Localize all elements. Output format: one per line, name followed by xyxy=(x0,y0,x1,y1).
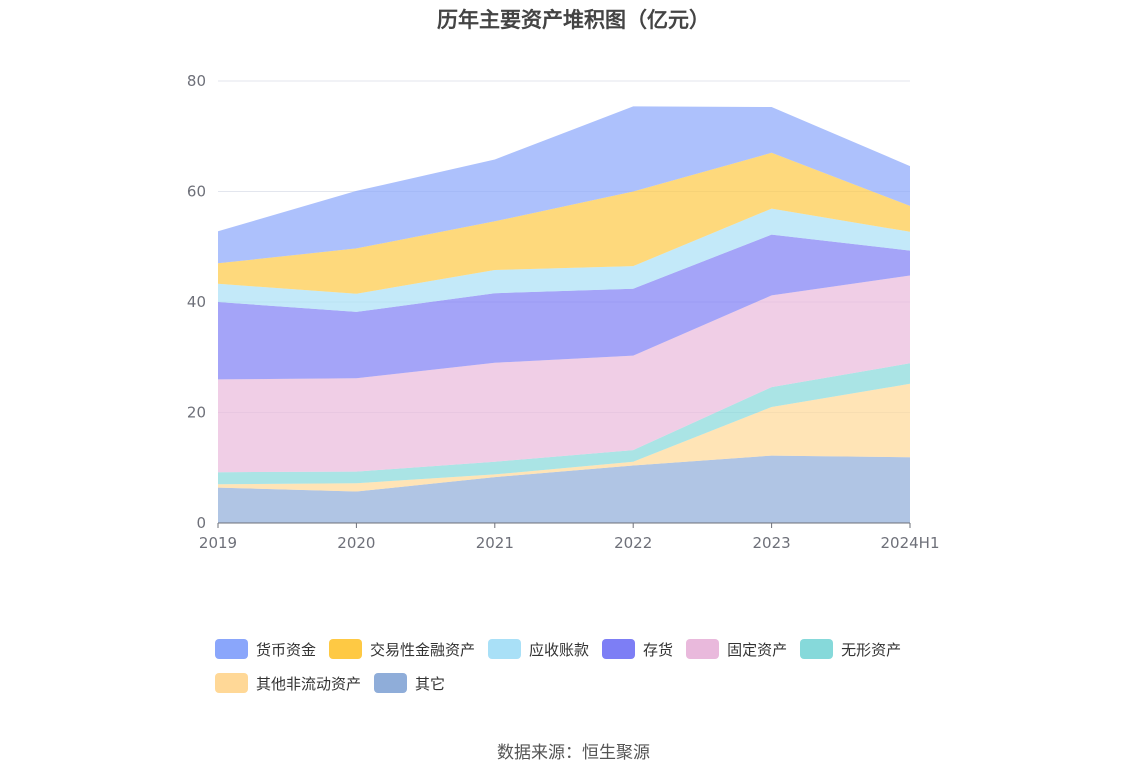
chart-title: 历年主要资产堆积图（亿元） xyxy=(437,8,710,32)
legend-item[interactable]: 应收账款 xyxy=(488,638,589,660)
legend-swatch xyxy=(215,639,248,659)
area-series-2 xyxy=(218,363,910,485)
legend-item[interactable]: 其它 xyxy=(374,672,445,694)
legend-item[interactable]: 交易性金融资产 xyxy=(329,638,475,660)
x-tick-label: 2022 xyxy=(614,534,652,552)
legend-swatch xyxy=(800,639,834,659)
area-series-1 xyxy=(218,383,910,492)
legend-swatch xyxy=(686,639,720,659)
legend-label: 存货 xyxy=(643,640,674,659)
x-tick-label: 2021 xyxy=(476,534,514,552)
legend-swatch xyxy=(215,673,248,693)
x-tick-label: 2023 xyxy=(753,534,791,552)
legend-swatch xyxy=(329,639,363,659)
legend-label: 其他非流动资产 xyxy=(256,674,362,693)
y-tick-label: 60 xyxy=(187,183,206,201)
x-tick-label: 2019 xyxy=(199,534,237,552)
legend-item[interactable]: 无形资产 xyxy=(800,638,901,660)
area-series-3 xyxy=(218,275,910,473)
area-series-4 xyxy=(218,234,910,380)
legend-swatch xyxy=(488,639,522,659)
y-tick-label: 80 xyxy=(187,72,206,90)
legend-label: 货币资金 xyxy=(256,640,317,659)
legend-label: 交易性金融资产 xyxy=(370,640,476,659)
legend-swatch xyxy=(374,673,408,693)
legend-label: 固定资产 xyxy=(727,640,788,659)
legend-label: 应收账款 xyxy=(529,640,590,659)
legend-item[interactable]: 固定资产 xyxy=(686,638,787,660)
legend: 货币资金 交易性金融资产 应收账款 存货 固定资产 无形资产其他非流动资产 其它 xyxy=(215,638,975,694)
area-series-5 xyxy=(218,208,910,312)
area-series-7 xyxy=(218,106,910,264)
legend-swatch xyxy=(602,639,636,659)
area-series-0 xyxy=(218,455,910,523)
area-series-6 xyxy=(218,152,910,294)
y-tick-label: 0 xyxy=(196,514,206,532)
x-tick-label: 2024H1 xyxy=(881,534,940,552)
data-source: 数据来源：恒生聚源 xyxy=(497,743,650,763)
legend-label: 无形资产 xyxy=(841,640,902,659)
legend-item[interactable]: 其他非流动资产 xyxy=(215,672,361,694)
legend-item[interactable]: 货币资金 xyxy=(215,638,316,660)
legend-label: 其它 xyxy=(415,674,446,693)
legend-item[interactable]: 存货 xyxy=(602,638,673,660)
y-tick-label: 20 xyxy=(187,404,206,422)
y-tick-label: 40 xyxy=(187,293,206,311)
x-tick-label: 2020 xyxy=(337,534,375,552)
axes: 0 20 40 60 80 2019 2020 2021 2022 2023 2024H1 xyxy=(187,72,940,552)
area-series xyxy=(218,106,910,523)
